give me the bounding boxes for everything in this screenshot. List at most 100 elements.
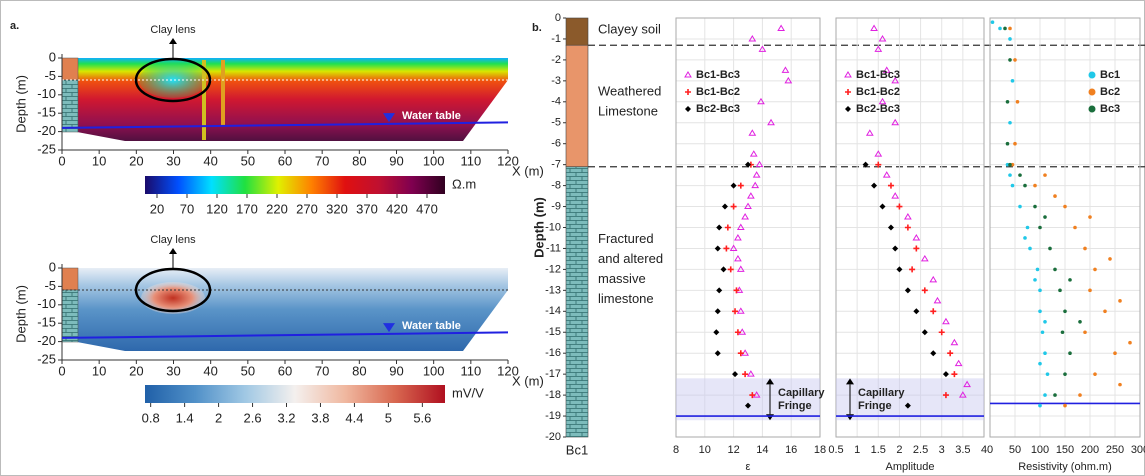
colorbar-tick-label: 2.6 xyxy=(244,410,262,425)
x-tick-label: 70 xyxy=(315,363,329,378)
point xyxy=(913,308,920,315)
y-tick-label: -17 xyxy=(545,368,561,380)
point xyxy=(1008,37,1012,41)
layer-label: limestone xyxy=(598,291,654,306)
point xyxy=(870,24,878,31)
point xyxy=(734,234,742,241)
point xyxy=(896,266,903,273)
point xyxy=(736,307,745,314)
point xyxy=(714,308,721,315)
point xyxy=(1108,257,1112,261)
y-tick-label: -19 xyxy=(545,410,561,422)
legend-label: Bc1-Bc2 xyxy=(696,86,740,98)
y-tick-label: -11 xyxy=(546,242,561,254)
water-marker xyxy=(383,323,395,333)
point xyxy=(1008,120,1012,125)
x-axis-title: X (m) xyxy=(512,373,544,388)
y-tick-label: -15 xyxy=(37,105,56,120)
point xyxy=(730,203,737,210)
point xyxy=(685,89,691,95)
point xyxy=(862,161,869,168)
point xyxy=(716,287,723,294)
x-tick-label: 30 xyxy=(166,153,180,168)
point xyxy=(891,192,900,199)
point xyxy=(685,106,691,112)
point xyxy=(1048,246,1052,251)
x-tick-label: 14 xyxy=(756,444,768,456)
colorbar-tick-label: 70 xyxy=(180,201,194,216)
point xyxy=(1073,225,1077,230)
point xyxy=(904,213,912,220)
point xyxy=(716,224,723,231)
legend-marker xyxy=(1088,105,1096,113)
legend-label: Bc2 xyxy=(1100,86,1120,98)
colorbar-tick-label: 170 xyxy=(236,201,258,216)
y-axis-title: Depth (m) xyxy=(13,285,28,343)
colorbar-tick-label: 0.8 xyxy=(142,410,160,425)
layer xyxy=(565,44,589,168)
point xyxy=(1113,351,1117,356)
point xyxy=(1043,215,1047,219)
point xyxy=(684,71,692,78)
y-tick-label: -1 xyxy=(551,33,561,45)
point xyxy=(913,245,920,252)
colorbar xyxy=(145,176,445,194)
point xyxy=(1038,309,1042,314)
point xyxy=(749,392,756,399)
point xyxy=(777,24,786,31)
layer-label: Fractured xyxy=(598,231,654,246)
x-tick-label: 90 xyxy=(389,363,403,378)
point xyxy=(737,182,744,189)
fringe-label: Fringe xyxy=(778,400,812,412)
point xyxy=(1040,330,1045,335)
point xyxy=(921,329,928,336)
arrow-head xyxy=(766,378,774,385)
x-tick-label: 100 xyxy=(1031,444,1049,456)
layer-pattern xyxy=(566,166,588,437)
point xyxy=(1083,330,1087,335)
colorbar-unit: Ω.m xyxy=(452,176,476,191)
point xyxy=(1005,141,1010,146)
point xyxy=(947,350,954,357)
point xyxy=(1043,351,1047,356)
point xyxy=(732,308,739,315)
point xyxy=(714,350,721,357)
point xyxy=(727,266,734,273)
y-tick-label: -10 xyxy=(545,221,561,233)
y-tick-label: -5 xyxy=(44,68,56,83)
point xyxy=(1010,79,1015,83)
point xyxy=(724,224,731,231)
y-tick-label: -20 xyxy=(545,431,561,443)
fringe-band xyxy=(676,378,820,421)
point xyxy=(909,266,916,273)
water-marker xyxy=(383,113,395,123)
mini-log xyxy=(61,57,79,81)
point xyxy=(732,371,739,378)
point xyxy=(874,150,883,157)
x-tick-label: 0 xyxy=(58,363,65,378)
point xyxy=(865,129,874,136)
point xyxy=(930,308,937,315)
point xyxy=(1053,194,1057,198)
colorbar-tick-label: 2 xyxy=(215,410,222,425)
y-tick-label: -7 xyxy=(551,159,561,171)
x-tick-label: 100 xyxy=(423,363,445,378)
point xyxy=(930,350,937,357)
point xyxy=(1010,183,1015,188)
point xyxy=(758,45,767,52)
point xyxy=(951,371,958,378)
colorbar-tick-label: 3.2 xyxy=(277,410,295,425)
y-tick-label: -10 xyxy=(37,296,56,311)
legend-marker xyxy=(1088,71,1096,79)
point xyxy=(882,171,891,178)
layer-label: and altered xyxy=(598,251,663,266)
fringe-band xyxy=(836,378,984,421)
point xyxy=(1053,393,1057,397)
x-axis-title: Amplitude xyxy=(886,461,935,473)
point xyxy=(891,76,900,84)
colorbar-tick-label: 4.4 xyxy=(345,410,363,425)
colorbar-tick-label: 420 xyxy=(386,201,408,216)
point xyxy=(713,329,720,336)
